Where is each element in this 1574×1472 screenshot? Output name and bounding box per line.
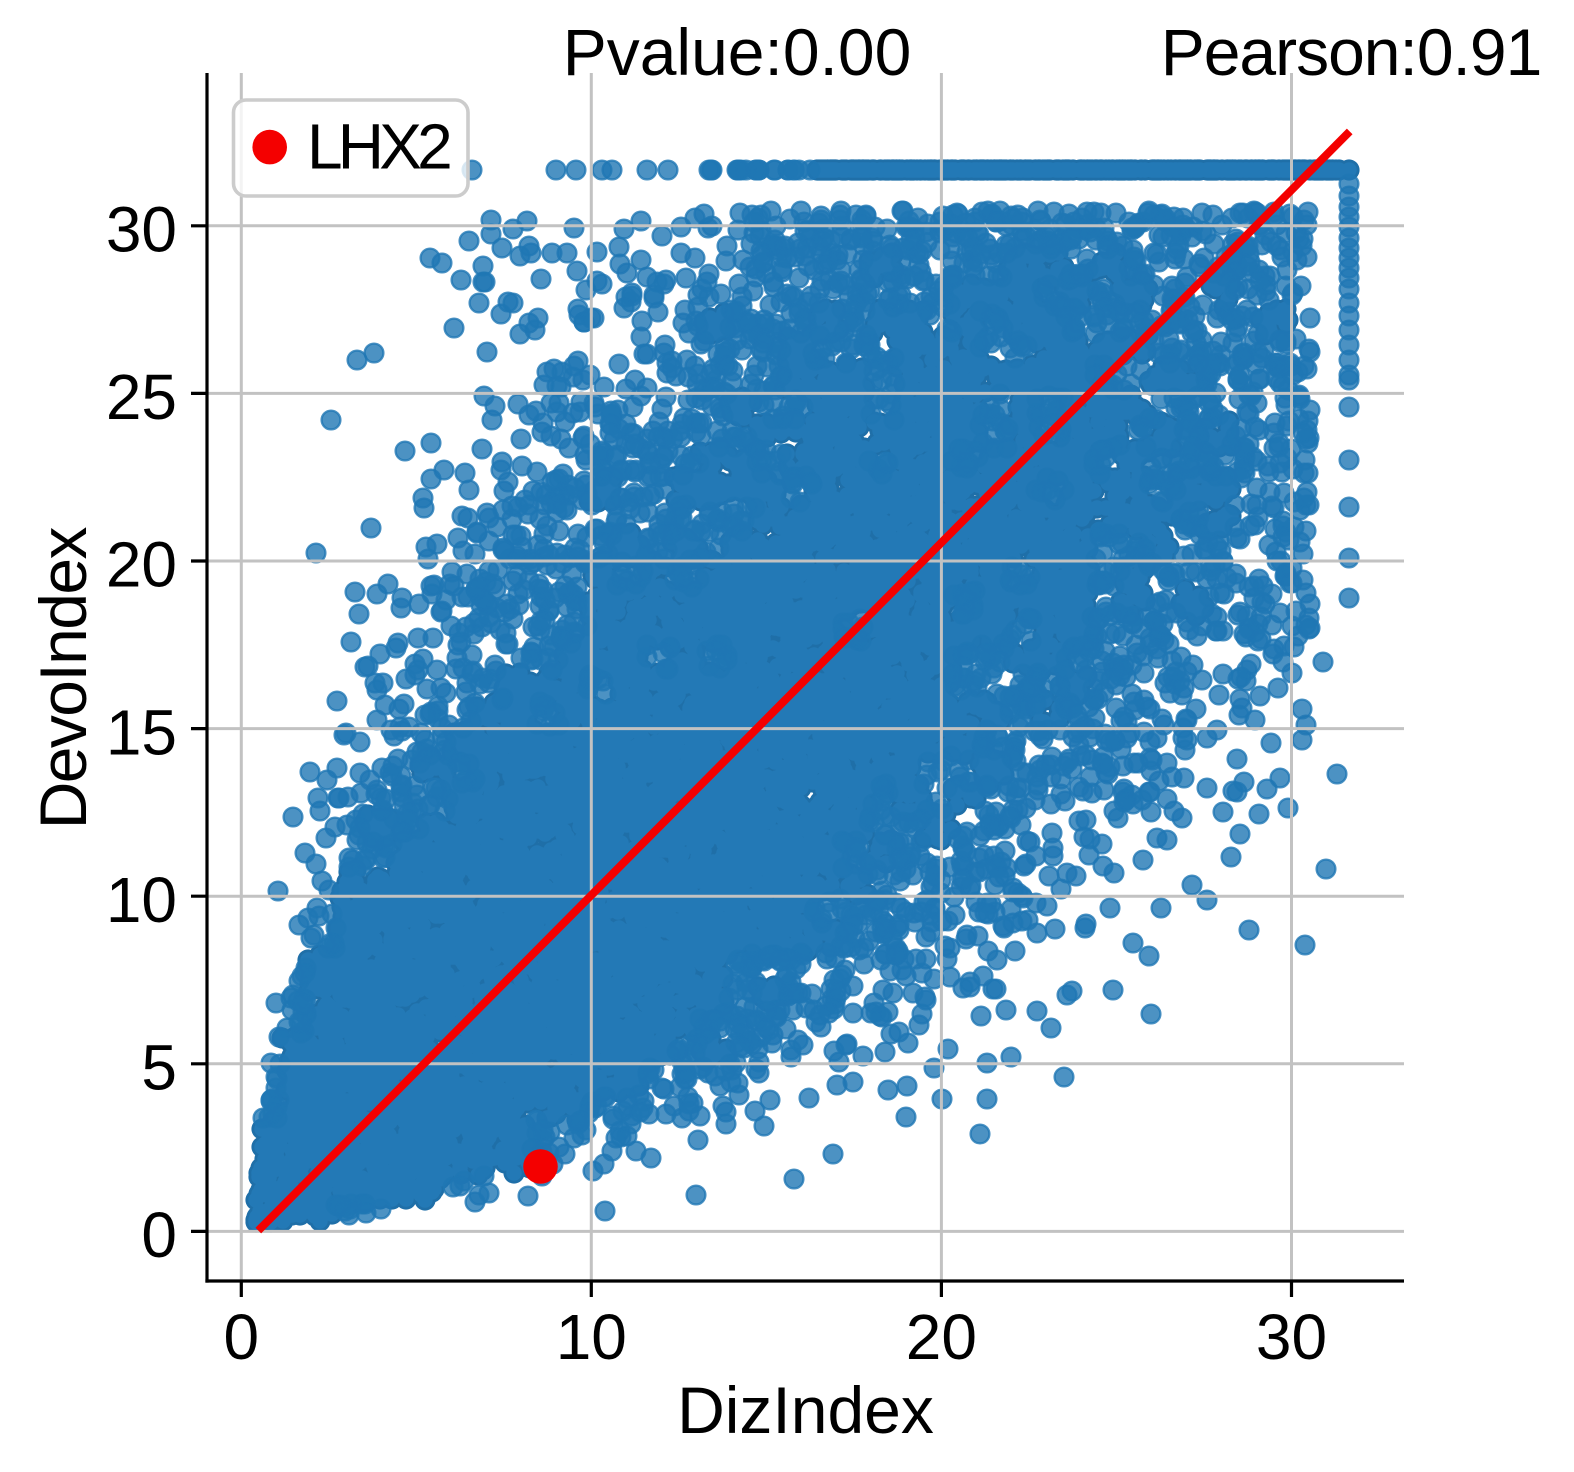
svg-text:10: 10 [556, 1301, 627, 1373]
svg-text:LHX2: LHX2 [307, 111, 450, 183]
svg-text:Pvalue:0.00: Pvalue:0.00 [563, 15, 912, 89]
svg-text:5: 5 [141, 1032, 177, 1104]
svg-text:25: 25 [106, 361, 177, 433]
svg-text:20: 20 [106, 529, 177, 601]
svg-text:0: 0 [224, 1301, 260, 1373]
svg-text:Pearson:0.91: Pearson:0.91 [1161, 15, 1542, 89]
svg-text:30: 30 [1256, 1301, 1327, 1373]
svg-text:20: 20 [906, 1301, 977, 1373]
svg-text:15: 15 [106, 696, 177, 768]
svg-text:DizIndex: DizIndex [677, 1373, 934, 1447]
svg-text:0: 0 [141, 1199, 177, 1271]
svg-text:30: 30 [106, 194, 177, 266]
svg-text:10: 10 [106, 864, 177, 936]
svg-text:DevoIndex: DevoIndex [26, 527, 100, 830]
